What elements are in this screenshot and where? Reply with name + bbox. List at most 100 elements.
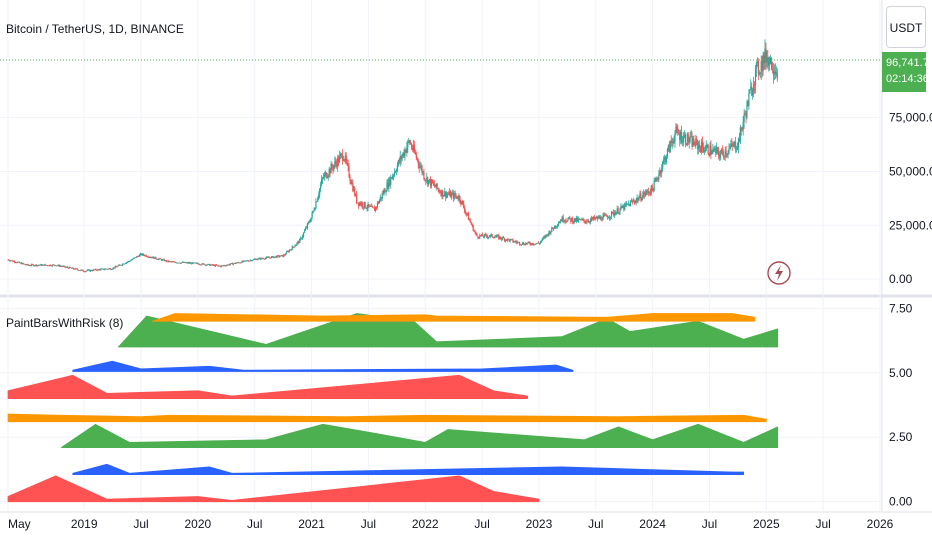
candle-body [220, 265, 222, 267]
candle-body [605, 214, 607, 216]
candle-body [101, 268, 103, 270]
candle-body [327, 175, 329, 178]
candle-body [428, 180, 430, 185]
candle-body [98, 269, 100, 271]
candle-body [64, 265, 66, 268]
candle-body [595, 216, 597, 218]
candle-body [208, 264, 210, 265]
price-pane[interactable] [0, 39, 882, 273]
candle-body [334, 161, 336, 166]
candle-body [591, 217, 593, 220]
candle-body [367, 203, 369, 209]
candle-body [346, 161, 348, 164]
axis-layer[interactable]: May 2019 Jul 2020 Jul 2021 Jul 2022 Jul 2023 Jul 20… [8, 111, 932, 531]
candle-body [415, 154, 417, 159]
candle-body [632, 200, 634, 202]
candle-body [185, 262, 187, 264]
candle-body [130, 259, 132, 261]
candle-body [689, 136, 691, 141]
indicator-tick-label: 0.00 [889, 495, 913, 509]
candle-body [221, 265, 223, 267]
candle-body [405, 149, 407, 153]
candle-body [581, 219, 583, 220]
candle-body [34, 264, 37, 266]
candle-body [517, 242, 519, 243]
candle-body [646, 190, 649, 192]
candle-body [7, 259, 9, 261]
candle-body [138, 256, 140, 257]
candle-body [564, 220, 566, 222]
indicator-title: PaintBarsWithRisk (8) [6, 316, 124, 330]
candle-body [756, 61, 759, 64]
candle-body [137, 256, 139, 257]
candle-body [672, 141, 674, 143]
candle-body [616, 208, 618, 213]
candle-body [337, 157, 339, 168]
candle-body [674, 133, 676, 142]
candle-body [165, 260, 167, 262]
candle-body [22, 263, 24, 264]
candle-body [195, 262, 198, 264]
candle-body [356, 193, 358, 203]
candle-body [113, 267, 115, 269]
candle-body [699, 144, 701, 148]
candle-body [148, 257, 150, 258]
candle-body [179, 263, 182, 264]
candle-body [302, 236, 304, 239]
candle-body [26, 264, 28, 266]
candle-body [361, 202, 363, 207]
candle-body [524, 243, 526, 246]
candle-body [479, 235, 481, 238]
time-tick-label: Jul [815, 517, 830, 531]
candle-body [624, 203, 626, 210]
candle-body [314, 208, 316, 211]
candle-body [480, 235, 482, 236]
candle-body [51, 264, 54, 266]
candle-body [631, 201, 633, 202]
candle-body [272, 256, 274, 258]
candle-body [408, 140, 410, 142]
candle-body [171, 261, 173, 263]
candle-body [555, 225, 557, 228]
candle-body [771, 57, 773, 70]
price-tick-label: 50,000.00 [889, 164, 932, 178]
candle-body [410, 143, 412, 145]
candle-body [132, 258, 134, 260]
candle-body [666, 149, 669, 157]
candle-body [698, 144, 700, 150]
candle-body [134, 257, 136, 259]
candle-body [499, 236, 501, 239]
candle-body [164, 260, 166, 262]
candle-body [454, 193, 456, 196]
candle-body [587, 220, 589, 223]
candle-body [15, 262, 18, 264]
candle-body [273, 256, 275, 258]
candle-body [460, 201, 462, 204]
candle-body [162, 259, 164, 261]
time-tick-label: Jul [474, 517, 489, 531]
candle-body [697, 141, 699, 150]
candle-body [634, 202, 636, 203]
candle-body [553, 228, 555, 230]
candle-body [284, 254, 287, 255]
candle-body [342, 159, 344, 161]
candle-body [229, 264, 231, 266]
candle-body [242, 261, 244, 262]
candle-body [14, 262, 17, 264]
candle-body [251, 260, 254, 261]
candle-body [55, 265, 57, 267]
candle-body [667, 145, 669, 150]
indicator-pane[interactable] [7, 313, 779, 503]
candle-body [48, 265, 50, 267]
currency-button[interactable]: USDT [886, 6, 926, 48]
candle-body [776, 72, 778, 80]
candle-body [386, 182, 388, 192]
lightning-icon[interactable] [767, 261, 791, 285]
candle-body [552, 227, 554, 229]
candle-body [427, 177, 429, 185]
candle-body [746, 101, 748, 118]
candle-body [131, 259, 133, 261]
candle-body [735, 149, 738, 151]
